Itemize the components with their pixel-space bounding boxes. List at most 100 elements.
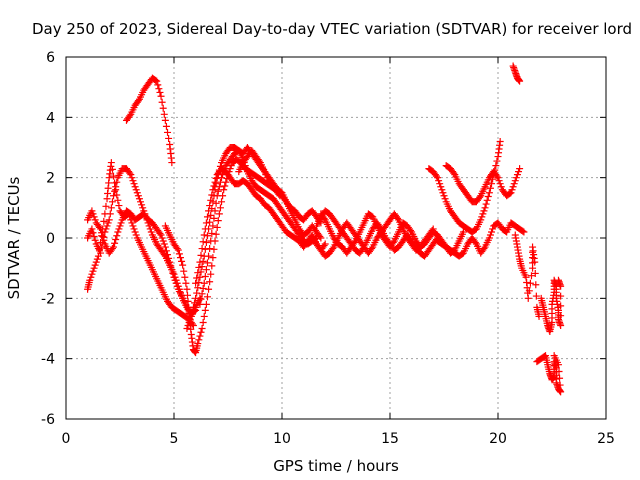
data-point <box>106 210 114 218</box>
data-point <box>91 236 99 244</box>
data-point <box>216 204 224 212</box>
data-point <box>489 225 497 233</box>
data-point <box>218 198 226 206</box>
data-point <box>329 245 337 253</box>
data-point <box>203 232 211 240</box>
data-point <box>201 306 209 314</box>
data-point <box>220 186 228 194</box>
data-point <box>554 276 562 284</box>
data-point <box>98 244 106 252</box>
data-point <box>205 285 213 293</box>
y-tick-label: 0 <box>46 231 55 247</box>
data-point <box>206 245 214 253</box>
data-point <box>219 171 227 179</box>
data-point <box>495 177 503 185</box>
data-point <box>221 182 229 190</box>
data-point <box>506 190 514 198</box>
data-point <box>196 258 204 266</box>
data-point <box>88 225 96 233</box>
data-point <box>493 157 501 165</box>
data-point <box>103 222 111 230</box>
data-point <box>459 228 467 236</box>
data-point <box>206 202 214 210</box>
data-point <box>193 274 201 282</box>
data-point <box>209 186 217 194</box>
data-point <box>160 110 168 118</box>
data-point <box>127 171 135 179</box>
data-point <box>196 332 204 340</box>
data-points <box>84 62 565 396</box>
data-point <box>212 230 220 238</box>
data-point <box>214 187 222 195</box>
y-tick-label: -2 <box>41 291 55 307</box>
data-point <box>134 97 142 105</box>
data-point <box>89 210 97 218</box>
data-point <box>180 267 188 275</box>
data-point <box>198 325 206 332</box>
data-point <box>157 231 165 239</box>
data-point <box>199 257 207 265</box>
data-point <box>535 312 543 320</box>
data-point <box>507 189 515 197</box>
data-point <box>170 273 178 281</box>
data-point <box>112 236 120 244</box>
data-point <box>197 295 205 303</box>
data-point <box>161 116 169 124</box>
data-point <box>512 174 520 182</box>
data-point <box>532 292 540 300</box>
data-point <box>200 312 208 320</box>
data-point <box>205 207 213 215</box>
data-point <box>437 183 445 191</box>
data-point <box>195 336 203 344</box>
data-point <box>194 340 202 348</box>
data-point <box>89 267 97 275</box>
data-point <box>516 77 524 85</box>
data-point <box>242 165 250 173</box>
data-point <box>98 229 106 237</box>
data-point <box>509 183 517 191</box>
data-point <box>205 252 213 260</box>
data-point <box>486 184 494 192</box>
data-point <box>152 76 160 84</box>
data-point <box>184 321 192 329</box>
data-point <box>174 246 182 254</box>
data-point <box>195 278 203 286</box>
data-point <box>532 281 540 289</box>
data-point <box>90 213 98 221</box>
data-point <box>208 262 216 270</box>
data-point <box>87 273 95 281</box>
series-track-i <box>235 147 325 227</box>
data-point <box>113 178 121 186</box>
data-point <box>89 229 97 237</box>
data-point <box>210 245 218 253</box>
plot-frame <box>65 56 607 420</box>
data-point <box>486 231 494 239</box>
data-point <box>147 228 155 236</box>
y-tick-label: -6 <box>41 412 55 428</box>
data-point <box>496 180 504 188</box>
data-point <box>368 245 376 253</box>
data-point <box>181 273 189 281</box>
data-point <box>108 198 116 206</box>
data-point <box>519 227 527 235</box>
data-point <box>213 223 221 231</box>
data-point <box>557 312 565 320</box>
data-point <box>450 169 458 177</box>
data-point <box>110 192 118 200</box>
data-point <box>201 245 209 253</box>
data-point <box>179 261 187 269</box>
data-point <box>115 225 123 233</box>
data-point <box>164 251 172 259</box>
data-point <box>209 222 217 230</box>
series-track-c <box>84 207 200 317</box>
data-point <box>493 172 501 180</box>
data-point <box>508 186 516 194</box>
data-point <box>153 77 161 85</box>
data-point <box>201 225 209 233</box>
data-point <box>215 210 223 218</box>
data-point <box>194 269 202 277</box>
x-axis-label: GPS time / hours <box>273 457 399 475</box>
data-point <box>264 177 272 185</box>
data-point <box>480 245 488 253</box>
data-point <box>154 81 162 89</box>
